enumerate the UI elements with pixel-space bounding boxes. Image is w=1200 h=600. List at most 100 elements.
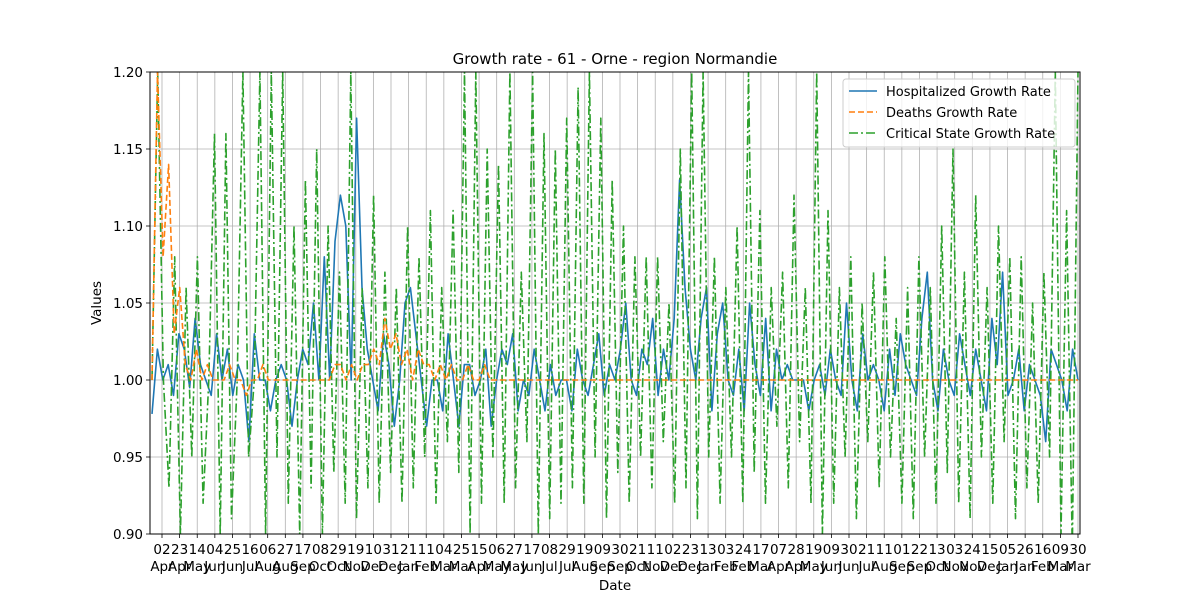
x-tick-day-label: 21 [858,542,875,558]
x-tick-month-label: May [483,559,511,575]
x-tick-month-label: Apr [150,559,174,575]
x-tick-day-label: 29 [330,542,347,558]
x-tick-day-label: 07 [770,542,787,558]
series-line-hospitalized-growth-rate [151,117,1079,443]
x-tick-day-label: 25 [224,542,241,558]
x-tick-month-label: Jul [558,559,575,575]
x-tick-month-label: Dec [378,559,404,575]
x-tick-month-label: Jun [520,559,542,575]
x-tick-month-label: Jan [697,559,719,575]
x-tick-day-label: 30 [611,542,628,558]
x-axis-label: Date [599,578,631,594]
x-tick-day-label: 30 [840,542,857,558]
x-tick-day-label: 17 [752,542,769,558]
x-tick-day-label: 27 [506,542,523,558]
legend-label: Hospitalized Growth Rate [886,85,1051,100]
x-tick-day-label: 08 [541,542,558,558]
x-tick-month-label: Dec [977,559,1003,575]
y-tick-label: 1.05 [113,296,143,312]
x-tick-day-label: 25 [453,542,470,558]
y-tick-label: 1.10 [113,219,143,235]
x-tick-month-label: Sep [607,559,632,575]
x-tick-day-label: 04 [206,542,223,558]
x-tick-month-label: Feb [1031,559,1055,575]
x-tick-day-label: 22 [911,542,928,558]
y-tick-label: 1.15 [113,142,143,158]
x-tick-month-label: Aug [255,559,281,575]
chart-title: Growth rate - 61 - Orne - region Normand… [453,50,778,68]
x-tick-day-label: 11 [418,542,435,558]
y-tick-label: 0.90 [113,527,143,543]
x-tick-day-label: 02 [153,542,170,558]
x-tick-day-label: 13 [699,542,716,558]
x-tick-month-label: Jun [820,559,842,575]
x-tick-month-label: Nov [942,559,968,575]
x-tick-month-label: Mar [748,559,774,575]
legend-box [842,78,1076,148]
x-tick-day-label: 03 [717,542,734,558]
x-tick-month-label: Apr [784,559,808,575]
x-tick-day-label: 31 [382,542,399,558]
x-tick-day-label: 15 [981,542,998,558]
x-tick-day-label: 23 [171,542,188,558]
x-tick-day-label: 21 [629,542,646,558]
x-tick-month-label: Jul [540,559,557,575]
x-tick-day-label: 17 [523,542,540,558]
x-tick-day-label: 19 [576,542,593,558]
y-tick-label: 0.95 [113,450,143,466]
x-tick-month-label: Apr [168,559,192,575]
x-tick-day-label: 06 [488,542,505,558]
x-tick-month-label: Nov [642,559,668,575]
x-tick-day-label: 19 [347,542,364,558]
x-tick-month-label: Mar [431,559,457,575]
x-tick-month-label: Dec [360,559,386,575]
x-tick-day-label: 28 [788,542,805,558]
x-tick-day-label: 13 [928,542,945,558]
x-tick-day-label: 06 [259,542,276,558]
x-tick-month-label: Jun [203,559,225,575]
y-tick-label: 1.20 [113,65,143,81]
x-tick-day-label: 17 [294,542,311,558]
x-tick-month-label: Aug [272,559,298,575]
x-tick-day-label: 16 [241,542,258,558]
x-tick-month-label: Dec [660,559,686,575]
legend-label: Deaths Growth Rate [886,106,1017,121]
x-tick-month-label: Jan [1014,559,1036,575]
x-tick-month-label: Jun [221,559,243,575]
x-tick-month-label: May [183,559,211,575]
x-tick-day-label: 16 [1034,542,1051,558]
x-tick-day-label: 14 [189,542,206,558]
x-tick-day-label: 03 [946,542,963,558]
x-tick-day-label: 01 [893,542,910,558]
x-tick-month-label: Nov [959,559,985,575]
y-axis-label: Values [89,281,105,325]
y-axis-ticks: 0.90 0.95 1.00 1.05 1.10 1.15 1.20 [113,65,150,543]
x-tick-month-label: Apr [767,559,791,575]
x-tick-month-label: Jun [837,559,859,575]
x-tick-day-label: 24 [735,542,752,558]
x-tick-month-label: Oct [626,559,649,575]
x-axis-ticks: 02Apr23Apr14May04Jun25Jun16Jul06Aug27Aug… [150,534,1091,575]
x-tick-day-label: 23 [682,542,699,558]
x-tick-month-label: Mar [449,559,475,575]
x-tick-day-label: 26 [1017,542,1034,558]
series-line-critical-state-growth-rate [151,72,1079,534]
x-tick-month-label: May [800,559,828,575]
x-tick-day-label: 09 [823,542,840,558]
x-tick-month-label: Mar [1048,559,1074,575]
x-tick-month-label: Sep [590,559,615,575]
x-tick-month-label: Jul [241,559,258,575]
x-tick-month-label: Oct [309,559,332,575]
x-tick-month-label: Aug [572,559,598,575]
x-tick-month-label: Feb [714,559,738,575]
x-tick-day-label: 21 [400,542,417,558]
x-tick-day-label: 08 [312,542,329,558]
x-tick-month-label: Aug [871,559,897,575]
legend-label: Critical State Growth Rate [886,127,1055,142]
x-tick-day-label: 11 [876,542,893,558]
x-tick-day-label: 27 [277,542,294,558]
x-tick-day-label: 24 [964,542,981,558]
x-tick-month-label: Sep [290,559,315,575]
plot-area [151,72,1079,534]
